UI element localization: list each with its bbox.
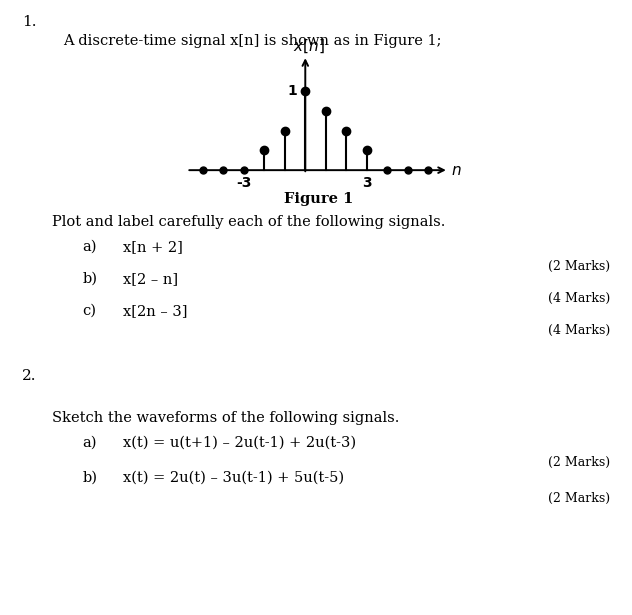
Text: x[2n – 3]: x[2n – 3] [123, 304, 188, 318]
Text: Plot and label carefully each of the following signals.: Plot and label carefully each of the fol… [52, 215, 445, 229]
Text: x[n + 2]: x[n + 2] [123, 240, 183, 254]
Text: Sketch the waveforms of the following signals.: Sketch the waveforms of the following si… [52, 411, 399, 425]
Text: x(t) = 2u(t) – 3u(t-1) + 5u(t-5): x(t) = 2u(t) – 3u(t-1) + 5u(t-5) [123, 470, 344, 485]
Text: A discrete-time signal x[n] is shown as in Figure 1;: A discrete-time signal x[n] is shown as … [63, 34, 442, 48]
Text: c): c) [82, 304, 96, 318]
Text: 2.: 2. [22, 369, 37, 383]
Text: x(t) = u(t+1) – 2u(t-1) + 2u(t-3): x(t) = u(t+1) – 2u(t-1) + 2u(t-3) [123, 435, 356, 450]
Text: $n$: $n$ [451, 162, 461, 178]
Text: a): a) [82, 240, 97, 254]
Text: (2 Marks): (2 Marks) [548, 492, 610, 505]
Text: x[2 – n]: x[2 – n] [123, 272, 178, 286]
Text: -3: -3 [236, 176, 252, 189]
Text: 1: 1 [288, 84, 297, 98]
Text: a): a) [82, 435, 97, 450]
Text: b): b) [82, 272, 97, 286]
Text: 1.: 1. [22, 15, 37, 30]
Text: b): b) [82, 470, 97, 485]
Text: (4 Marks): (4 Marks) [548, 324, 610, 337]
Text: (2 Marks): (2 Marks) [548, 260, 610, 273]
Text: 3: 3 [362, 176, 372, 189]
Text: (4 Marks): (4 Marks) [548, 292, 610, 305]
Text: Figure 1: Figure 1 [284, 192, 354, 206]
Text: (2 Marks): (2 Marks) [548, 456, 610, 469]
Text: $x[n]$: $x[n]$ [293, 38, 325, 55]
